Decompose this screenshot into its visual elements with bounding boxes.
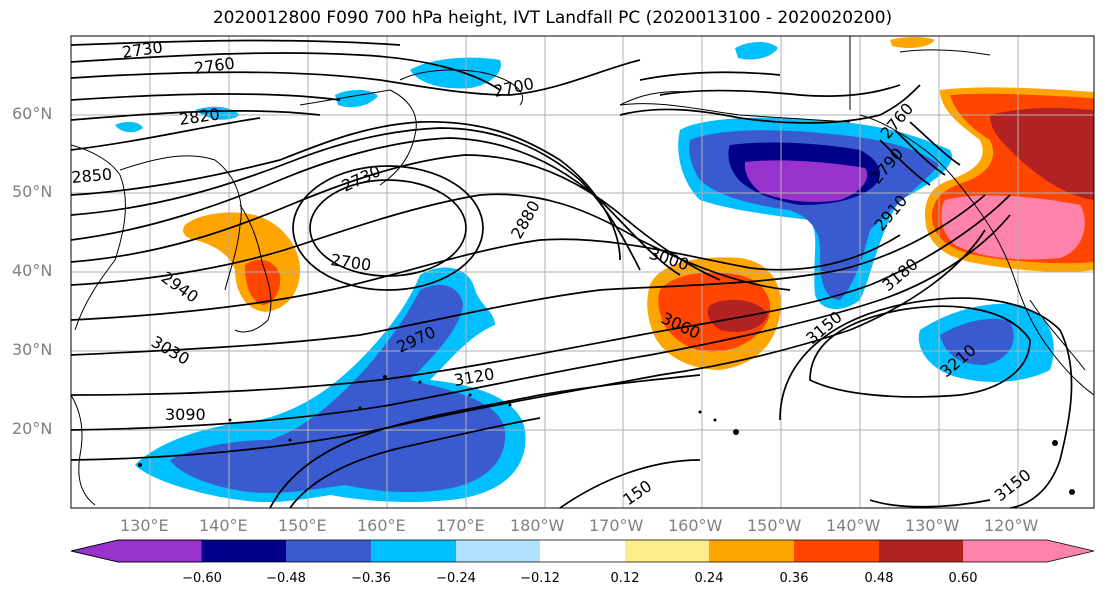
map-border — [70, 35, 1095, 509]
colorbar-tick: 0.12 — [610, 571, 640, 586]
lon-label: 130°W — [905, 516, 960, 535]
colorbar-tick: 0.48 — [864, 571, 894, 586]
colorbar-tick: 0.24 — [694, 571, 724, 586]
lon-label: 150°W — [747, 516, 802, 535]
colorbar-tick: −0.48 — [266, 571, 306, 586]
graticule — [71, 36, 1094, 508]
lon-label: 140°E — [199, 516, 248, 535]
lat-label: 50°N — [12, 182, 53, 201]
coastlines — [71, 36, 1094, 506]
contour-label: 3090 — [165, 405, 206, 424]
lon-label: 160°E — [357, 516, 406, 535]
lat-label: 40°N — [12, 261, 53, 280]
height-contours — [71, 39, 1073, 508]
lon-label: 140°W — [826, 516, 881, 535]
contour-label: 2850 — [71, 165, 113, 187]
lon-label: 170°E — [436, 516, 485, 535]
lat-label: 20°N — [12, 419, 53, 438]
lat-label: 30°N — [12, 340, 53, 359]
lon-label: 180°W — [510, 516, 565, 535]
colorbar-tick: 0.36 — [779, 571, 809, 586]
lon-label: 130°E — [120, 516, 169, 535]
map-title: 2020012800 F090 700 hPa height, IVT Land… — [212, 8, 893, 28]
lat-label: 60°N — [12, 104, 53, 123]
lon-label: 120°W — [984, 516, 1039, 535]
islands — [138, 375, 1075, 495]
lon-label: 150°E — [278, 516, 327, 535]
lon-label: 170°W — [589, 516, 644, 535]
lon-label: 160°W — [668, 516, 723, 535]
colorbar-tick: −0.12 — [520, 571, 560, 586]
colorbar-tick: −0.36 — [351, 571, 391, 586]
colorbar — [70, 539, 1095, 563]
colorbar-tick: −0.24 — [436, 571, 476, 586]
colorbar-tick: −0.60 — [182, 571, 222, 586]
colorbar-tick: 0.60 — [948, 571, 978, 586]
